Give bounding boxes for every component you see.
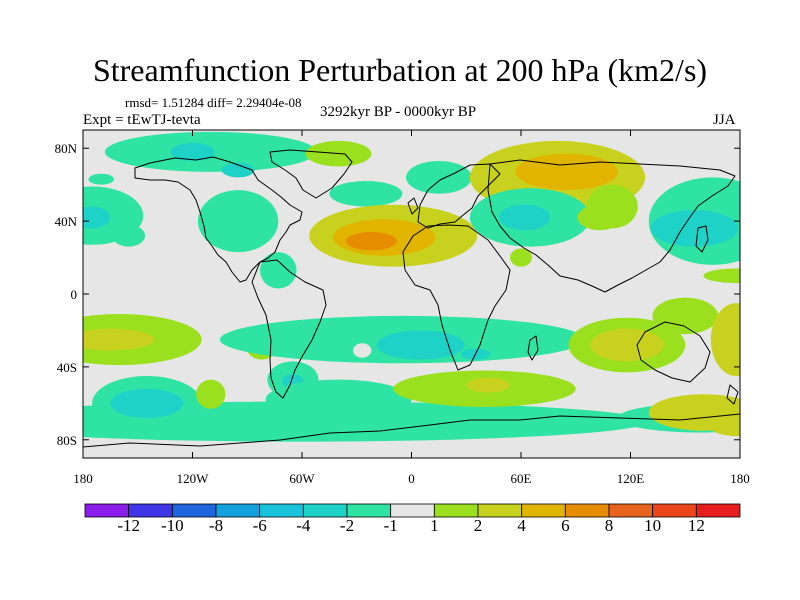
colorbar-label: 4 xyxy=(517,516,526,535)
x-tick-label: 60E xyxy=(511,471,532,486)
colorbar-box-9 xyxy=(477,503,523,518)
anomaly-region-29 xyxy=(83,401,649,442)
anomaly-region-0 xyxy=(88,173,115,185)
anomaly-region-5 xyxy=(83,206,111,229)
coast-australia xyxy=(636,321,711,383)
anomaly-region-43 xyxy=(652,297,719,335)
colorbar-box-11 xyxy=(564,503,610,518)
y-tick-label: 0 xyxy=(71,287,78,302)
coast-madagascar xyxy=(527,335,539,361)
coast-antarctica xyxy=(83,413,740,448)
coast-north-america xyxy=(134,156,303,283)
colorbar-label: 2 xyxy=(474,516,483,535)
anomaly-region-48 xyxy=(708,414,740,437)
colorbar-label: -1 xyxy=(384,516,398,535)
anomaly-region-45 xyxy=(648,394,740,431)
colorbar-box-14 xyxy=(695,503,741,518)
y-tick-label: 40S xyxy=(57,360,77,375)
x-tick-label: 120W xyxy=(177,471,210,486)
coast-new-zealand xyxy=(726,384,739,405)
anomaly-region-30 xyxy=(376,330,465,360)
y-tick-label: 40N xyxy=(55,214,78,229)
coast-greenland xyxy=(269,149,353,199)
x-tick-label: 180 xyxy=(730,471,750,486)
colorbar-label: -12 xyxy=(117,516,140,535)
anomaly-region-24 xyxy=(703,268,740,284)
x-tick-label: 60W xyxy=(289,471,315,486)
chart-title: Streamfunction Perturbation at 200 hPa (… xyxy=(92,52,708,88)
anomaly-region-38 xyxy=(265,379,412,420)
colorbar-label: -10 xyxy=(161,516,184,535)
colorbar-label: -6 xyxy=(253,516,267,535)
anomaly-region-19 xyxy=(510,248,532,267)
coast-europe xyxy=(417,163,501,229)
anomaly-region-10 xyxy=(329,181,403,207)
anomaly-region-8 xyxy=(260,252,297,289)
colorbar-label: 6 xyxy=(561,516,570,535)
x-tick-label: 180 xyxy=(73,471,93,486)
anomaly-region-21 xyxy=(586,184,638,229)
colorbar-label: -4 xyxy=(296,516,311,535)
anomaly-region-35 xyxy=(196,379,226,409)
period-label: 3292kyr BP - 0000kyr BP xyxy=(320,104,477,120)
anomaly-region-42 xyxy=(590,328,664,362)
anomaly-region-18 xyxy=(499,204,551,231)
x-tick-label: 120E xyxy=(617,471,645,486)
anomaly-region-13 xyxy=(515,153,618,191)
colorbar-label: 1 xyxy=(430,516,439,535)
coast-africa xyxy=(402,224,511,371)
anomaly-region-32 xyxy=(353,343,372,358)
anomaly-region-26 xyxy=(83,328,155,351)
colorbar-box-8 xyxy=(433,503,479,518)
colorbar-label: 10 xyxy=(644,516,661,535)
anomaly-region-11 xyxy=(406,160,472,194)
y-tick-label: 80S xyxy=(57,433,77,448)
coast-south-america xyxy=(251,259,327,399)
coast-japan xyxy=(695,225,709,253)
colorbar-label: -2 xyxy=(340,516,354,535)
experiment-label: Expt = tEwTJ-tevta xyxy=(83,112,201,128)
y-tick-label: 80N xyxy=(55,141,78,156)
anomaly-region-6 xyxy=(112,224,146,247)
season-label: JJA xyxy=(713,112,736,128)
anomaly-region-40 xyxy=(466,377,511,393)
rmsd-stats: rmsd= 1.51284 diff= 2.29404e-08 xyxy=(125,95,302,110)
x-tick-label: 0 xyxy=(408,471,415,486)
anomaly-region-34 xyxy=(110,388,184,418)
colorbar-box-10 xyxy=(521,503,566,518)
coast-asia xyxy=(487,159,736,293)
anomaly-region-3 xyxy=(221,162,255,178)
colorbar-label: 8 xyxy=(605,516,614,535)
anomaly-region-23 xyxy=(650,210,739,247)
colorbar-label: -8 xyxy=(209,516,223,535)
coast-uk xyxy=(407,197,419,215)
anomaly-region-7 xyxy=(197,190,279,253)
anomaly-region-47 xyxy=(725,334,740,364)
colorbar-label: 12 xyxy=(688,516,705,535)
anomaly-region-16 xyxy=(345,232,397,251)
anomaly-region-2 xyxy=(170,142,215,161)
coastlines xyxy=(83,149,740,448)
